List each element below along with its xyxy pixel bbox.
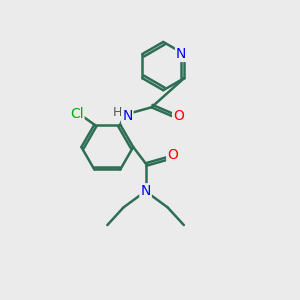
- Text: N: N: [122, 109, 133, 123]
- Text: N: N: [140, 184, 151, 198]
- Text: H: H: [113, 106, 122, 119]
- Text: N: N: [176, 47, 186, 61]
- Text: O: O: [173, 109, 184, 123]
- Text: Cl: Cl: [70, 107, 83, 121]
- Text: O: O: [167, 148, 178, 162]
